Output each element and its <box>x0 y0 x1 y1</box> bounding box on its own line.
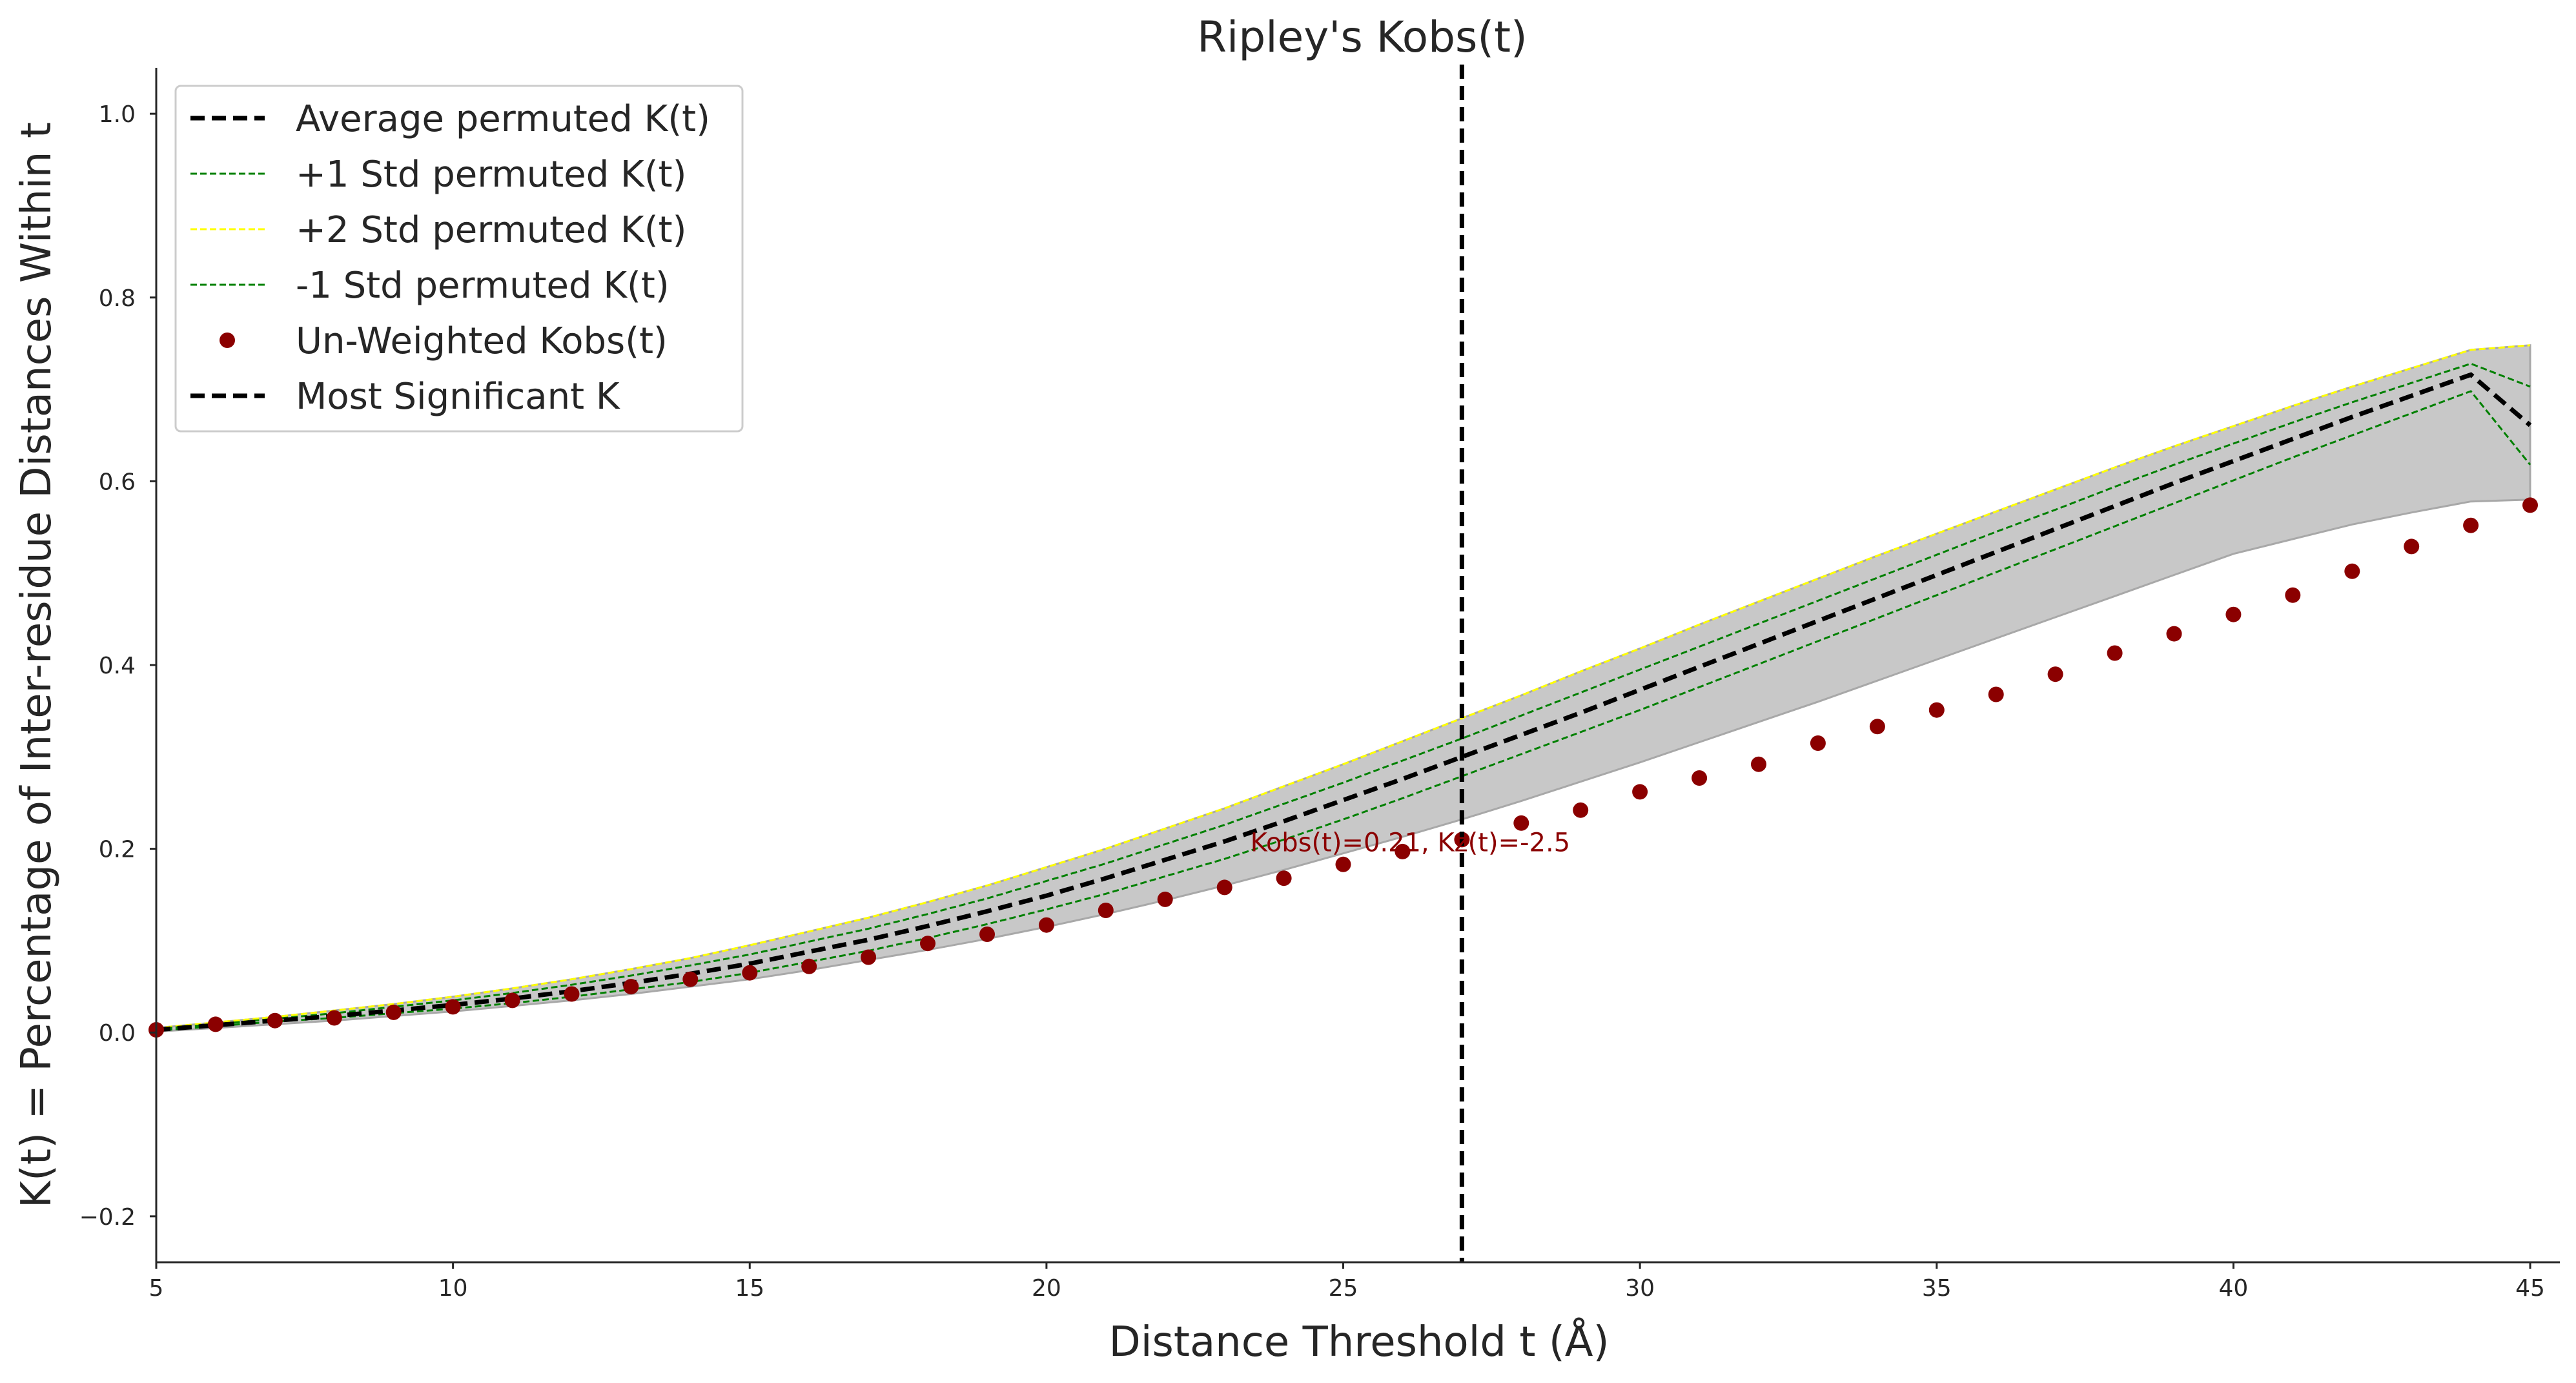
x-tick-label: 35 <box>1922 1275 1952 1302</box>
data-point <box>326 1010 342 1026</box>
data-point <box>2285 587 2301 603</box>
series-line-1-std-permuted-k-t <box>156 390 2531 1032</box>
x-tick-label: 25 <box>1329 1275 1358 1302</box>
legend-label: Average permuted K(t) <box>296 98 710 140</box>
data-point <box>1988 686 2004 702</box>
data-point <box>1335 856 1351 872</box>
data-point <box>1038 917 1054 933</box>
y-tick-label: 0.4 <box>99 653 136 679</box>
data-point <box>742 965 758 981</box>
x-tick-label: 5 <box>149 1275 164 1302</box>
data-point <box>979 927 995 942</box>
y-tick-label: 0.6 <box>99 469 136 495</box>
plot-area <box>148 65 2538 1262</box>
x-tick-labels: 5 10 15 20 25 30 35 40 45 <box>149 1262 2545 1302</box>
legend-box <box>174 85 744 433</box>
legend-label: +2 Std permuted K(t) <box>296 209 686 251</box>
y-tick-label: −0.2 <box>79 1204 136 1231</box>
data-point <box>564 986 580 1002</box>
x-tick-label: 45 <box>2515 1275 2545 1302</box>
data-point <box>2047 666 2063 682</box>
legend: Average permuted K(t) +1 Std permuted K(t… <box>174 85 744 433</box>
data-point <box>445 999 461 1015</box>
data-point <box>2225 606 2242 622</box>
data-point <box>682 971 699 987</box>
x-tick-label: 30 <box>1625 1275 1655 1302</box>
data-point <box>2344 563 2360 579</box>
series-line-average-permuted-k-t <box>156 372 2532 1032</box>
x-axis-label: Distance Threshold t (Å) <box>1109 1317 1609 1366</box>
data-point <box>2522 497 2538 513</box>
data-point <box>2166 626 2182 642</box>
annotation-label: Kobs(t)=0.21, Kz(t)=-2.5 <box>1251 828 1571 858</box>
data-point <box>267 1012 283 1029</box>
data-point <box>623 979 639 995</box>
data-point <box>2107 645 2123 661</box>
data-point <box>1395 843 1411 859</box>
data-point <box>1632 784 1648 800</box>
data-point <box>920 936 935 952</box>
data-point <box>1157 891 1173 907</box>
chart-title: Ripley's Kobs(t) <box>1197 12 1528 62</box>
data-point <box>1573 802 1589 818</box>
data-point <box>1692 770 1708 786</box>
series-line-1-std-permuted-k-t <box>156 362 2531 1030</box>
x-tick-label: 40 <box>2219 1275 2249 1302</box>
data-point <box>1928 702 1945 718</box>
legend-label: Most Significant K <box>296 376 620 418</box>
data-point <box>801 958 817 974</box>
y-tick-labels: −0.2 0.0 0.2 0.4 0.6 0.8 1.0 <box>79 101 156 1231</box>
data-point <box>207 1016 223 1032</box>
series-line-2-std-permuted-k-t <box>156 344 2531 1029</box>
legend-label: -1 Std permuted K(t) <box>296 265 670 307</box>
data-point <box>504 992 520 1009</box>
x-tick-label: 15 <box>735 1275 764 1302</box>
data-point <box>2463 517 2479 533</box>
data-point <box>1276 870 1292 886</box>
x-tick-label: 10 <box>438 1275 468 1302</box>
data-point <box>385 1004 402 1020</box>
x-tick-label: 20 <box>1032 1275 1061 1302</box>
y-tick-label: 0.8 <box>99 285 136 312</box>
legend-label: Un-Weighted Kobs(t) <box>296 320 668 362</box>
data-point <box>2404 538 2420 555</box>
y-axis-label: K(t) = Percentage of Inter-residue Dista… <box>13 122 61 1208</box>
legend-marker <box>220 333 235 348</box>
data-point <box>861 949 877 965</box>
data-point <box>1098 903 1114 918</box>
legend-label: +1 Std permuted K(t) <box>296 154 686 196</box>
data-point <box>1216 879 1232 896</box>
y-tick-label: 0.2 <box>99 837 136 863</box>
data-point <box>1869 719 1885 735</box>
data-point <box>1513 815 1529 831</box>
data-point <box>1810 735 1826 751</box>
y-tick-label: 1.0 <box>99 101 136 128</box>
y-tick-label: 0.0 <box>99 1020 136 1047</box>
data-point <box>1751 756 1766 772</box>
